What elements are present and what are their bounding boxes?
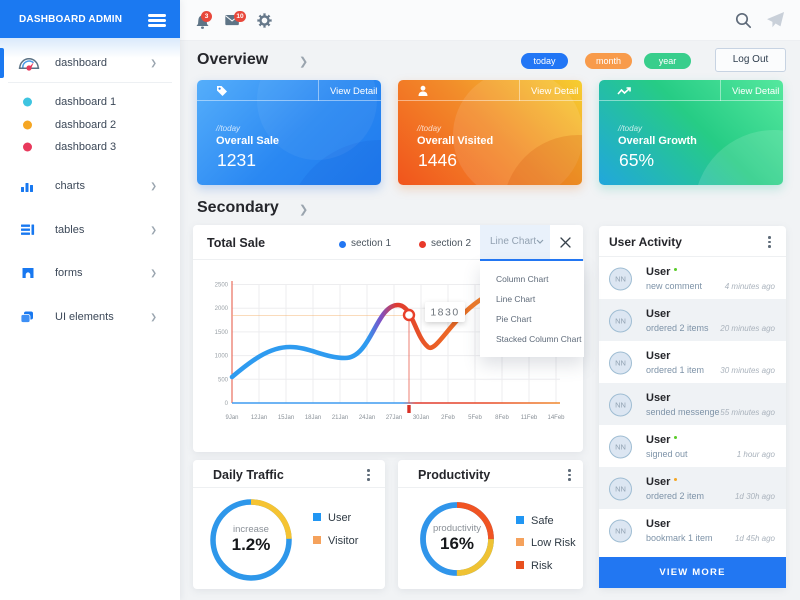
svg-text:21Jan: 21Jan <box>332 415 348 421</box>
svg-text:2Feb: 2Feb <box>441 415 455 421</box>
svg-text:18Jan: 18Jan <box>305 415 321 421</box>
svg-text:2000: 2000 <box>215 306 229 312</box>
svg-text:1830: 1830 <box>430 307 459 319</box>
svg-text:1500: 1500 <box>215 330 229 336</box>
svg-text:27Jan: 27Jan <box>386 415 402 421</box>
svg-text:24Jan: 24Jan <box>359 415 375 421</box>
svg-text:14Feb: 14Feb <box>547 415 565 421</box>
svg-text:2500: 2500 <box>215 283 229 289</box>
svg-text:1000: 1000 <box>215 354 229 360</box>
svg-text:500: 500 <box>218 377 229 383</box>
svg-text:30Jan: 30Jan <box>413 415 429 421</box>
svg-text:9Jan: 9Jan <box>225 415 238 421</box>
svg-text:0: 0 <box>225 401 229 407</box>
svg-text:5Feb: 5Feb <box>468 415 482 421</box>
svg-text:11Feb: 11Feb <box>521 415 538 421</box>
svg-text:8Feb: 8Feb <box>495 415 509 421</box>
svg-text:12Jan: 12Jan <box>251 415 267 421</box>
svg-text:15Jan: 15Jan <box>278 415 294 421</box>
